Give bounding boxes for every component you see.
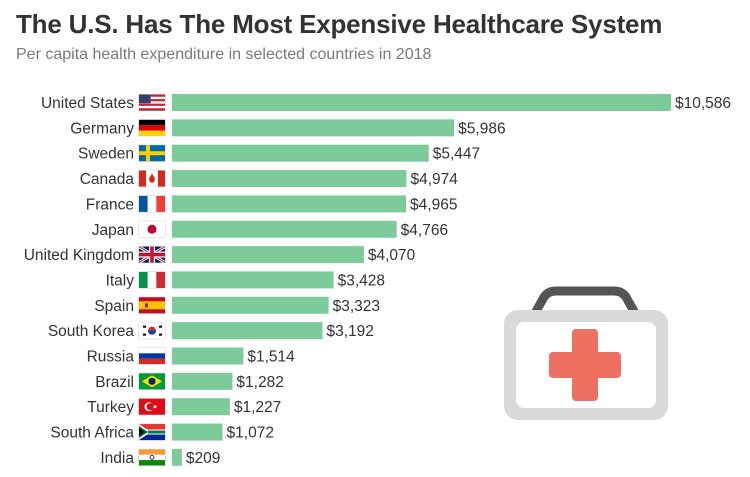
bar (172, 271, 334, 289)
value-label: $5,447 (433, 146, 480, 163)
category-label: United Kingdom (24, 247, 134, 264)
bar-row: Germany $5,986 (70, 119, 506, 137)
in-flag-icon (138, 448, 166, 466)
bar-row: Sweden $5,447 (78, 144, 480, 163)
bar-row: France $4,965 (86, 195, 457, 213)
bar-row: South Korea $3,192 (48, 322, 374, 340)
bar (172, 372, 233, 390)
bar-row: Russia $1,514 (87, 347, 295, 366)
bar (172, 94, 671, 111)
value-label: $4,965 (410, 196, 457, 213)
value-label: $3,323 (333, 298, 380, 315)
bar-row: Spain $3,323 (94, 296, 380, 315)
bar (172, 423, 223, 441)
bar (172, 170, 407, 188)
value-label: $1,227 (234, 399, 281, 416)
bar (172, 246, 364, 264)
chart-title: The U.S. Has The Most Expensive Healthca… (16, 9, 663, 39)
bar-row: United States $10,586 (41, 94, 731, 112)
category-label: South Africa (50, 425, 134, 442)
bar-row: Japan $4,766 (92, 220, 448, 239)
category-label: Turkey (87, 399, 134, 416)
chart-subtitle: Per capita health expenditure in selecte… (16, 46, 432, 63)
category-label: France (86, 196, 134, 213)
gb-flag-icon (138, 245, 166, 264)
value-label: $4,070 (368, 247, 416, 264)
value-label: $5,986 (458, 120, 505, 137)
bar (172, 220, 397, 238)
category-label: Japan (92, 222, 134, 239)
first-aid-kit-icon (504, 286, 668, 420)
es-flag-icon (138, 296, 166, 314)
category-label: Russia (87, 349, 135, 366)
bar (172, 119, 455, 137)
bar-row: Canada $4,974 (80, 170, 458, 188)
value-label: $209 (186, 450, 220, 467)
category-label: United States (41, 95, 134, 112)
category-label: Spain (94, 298, 134, 315)
br-flag-icon (138, 372, 166, 390)
value-label: $1,282 (236, 374, 283, 391)
bar-row: Brazil $1,282 (95, 372, 284, 391)
tr-flag-icon (138, 398, 166, 416)
value-label: $4,766 (401, 222, 448, 239)
value-label: $1,514 (247, 349, 295, 366)
bar (172, 144, 429, 162)
bar-row: India $209 (100, 448, 220, 467)
ca-flag-icon (138, 170, 166, 188)
za-flag-icon (138, 423, 166, 441)
category-label: India (100, 450, 134, 467)
bar-row: South Africa $1,072 (50, 423, 274, 442)
ru-flag-icon (138, 347, 166, 365)
value-label: $3,192 (326, 323, 373, 340)
category-label: Canada (80, 171, 135, 188)
fr-flag-icon (138, 195, 166, 213)
bar (172, 398, 230, 416)
category-label: Germany (70, 120, 134, 137)
bar (172, 296, 329, 314)
bar (172, 347, 244, 365)
value-label: $3,428 (338, 272, 385, 289)
kr-flag-icon (138, 322, 166, 340)
category-label: South Korea (48, 323, 135, 340)
us-flag-icon (138, 94, 166, 111)
bar (172, 195, 407, 213)
bar-row: Italy $3,428 (106, 271, 385, 289)
bar (172, 448, 182, 466)
se-flag-icon (138, 144, 166, 162)
bar-row: United Kingdom $4,070 (24, 245, 416, 264)
value-label: $4,974 (410, 171, 458, 188)
bar-chart: United States $10,586 Germany $5,986 Sweden $… (24, 94, 731, 467)
bar-row: Turkey $1,227 (87, 398, 281, 416)
it-flag-icon (138, 271, 166, 289)
jp-flag-icon (138, 220, 166, 238)
category-label: Italy (106, 272, 135, 289)
de-flag-icon (138, 119, 166, 137)
value-label: $1,072 (227, 425, 274, 442)
value-label: $10,586 (675, 95, 731, 112)
bar (172, 322, 323, 340)
category-label: Brazil (95, 374, 134, 391)
category-label: Sweden (78, 146, 134, 163)
